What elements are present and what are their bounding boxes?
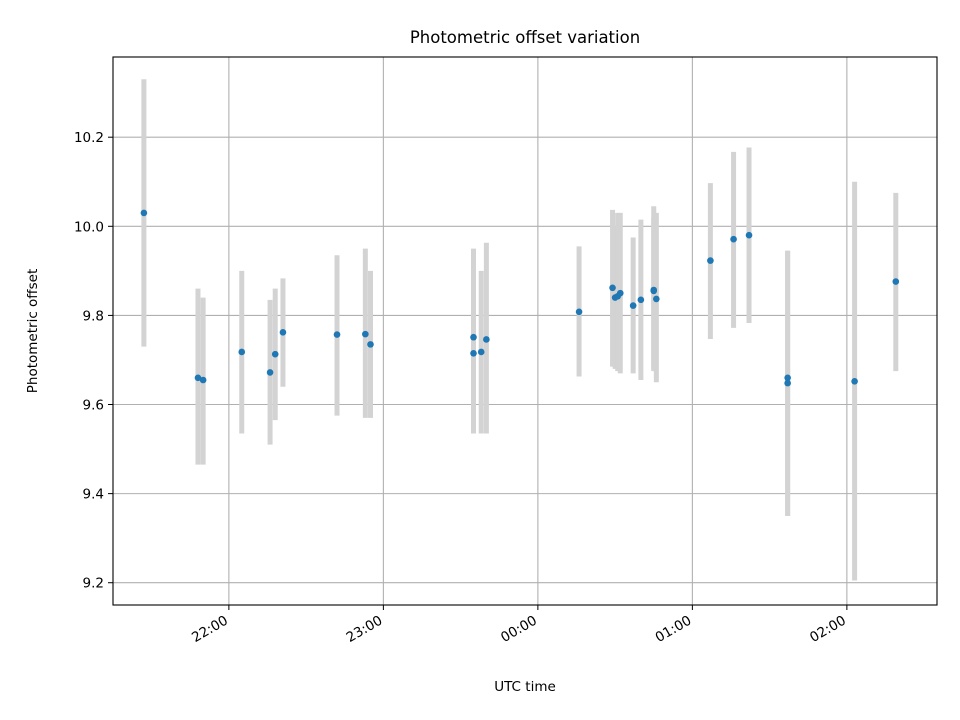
- data-point: [470, 349, 477, 357]
- data-point: [653, 295, 660, 303]
- data-point: [194, 374, 202, 382]
- data-point: [271, 350, 279, 358]
- plot-frame: [112, 56, 938, 606]
- y-tick-label: 9.2: [83, 576, 104, 592]
- y-tick-label: 10.0: [74, 219, 104, 235]
- y-tick-label: 9.4: [83, 487, 104, 503]
- data-point: [650, 286, 658, 294]
- data-point: [745, 231, 753, 239]
- data-point: [637, 296, 645, 304]
- data-point: [730, 235, 737, 243]
- grid: [113, 57, 937, 605]
- data-point: [483, 336, 490, 343]
- data-point: [629, 302, 637, 309]
- y-tick-label: 10.2: [74, 130, 104, 146]
- data-point: [140, 209, 148, 217]
- data-point: [575, 308, 583, 316]
- y-tick-label: 9.8: [83, 308, 104, 324]
- data-point: [784, 374, 791, 382]
- data-point: [266, 369, 274, 376]
- data-point: [199, 376, 207, 384]
- data-point: [367, 341, 374, 348]
- y-axis-ticks: 9.2 9.4 9.6 9.8 10.0 10.2: [74, 130, 113, 592]
- data-point: [279, 329, 287, 336]
- data-point: [892, 278, 900, 285]
- data-point: [784, 379, 791, 387]
- data-point: [333, 331, 341, 338]
- data-point: [616, 289, 624, 297]
- y-axis-label: Photometric offset: [25, 269, 41, 393]
- x-axis-label: UTC time: [494, 679, 556, 695]
- y-tick-label: 9.6: [83, 398, 104, 414]
- data-point: [362, 330, 369, 338]
- chart-title: Photometric offset variation: [410, 28, 640, 47]
- data-point: [609, 284, 616, 292]
- data-point: [851, 378, 858, 385]
- data-point: [707, 257, 714, 264]
- data-point: [238, 348, 246, 356]
- data-point: [470, 333, 477, 341]
- data-points: [140, 209, 900, 387]
- data-point: [477, 348, 485, 356]
